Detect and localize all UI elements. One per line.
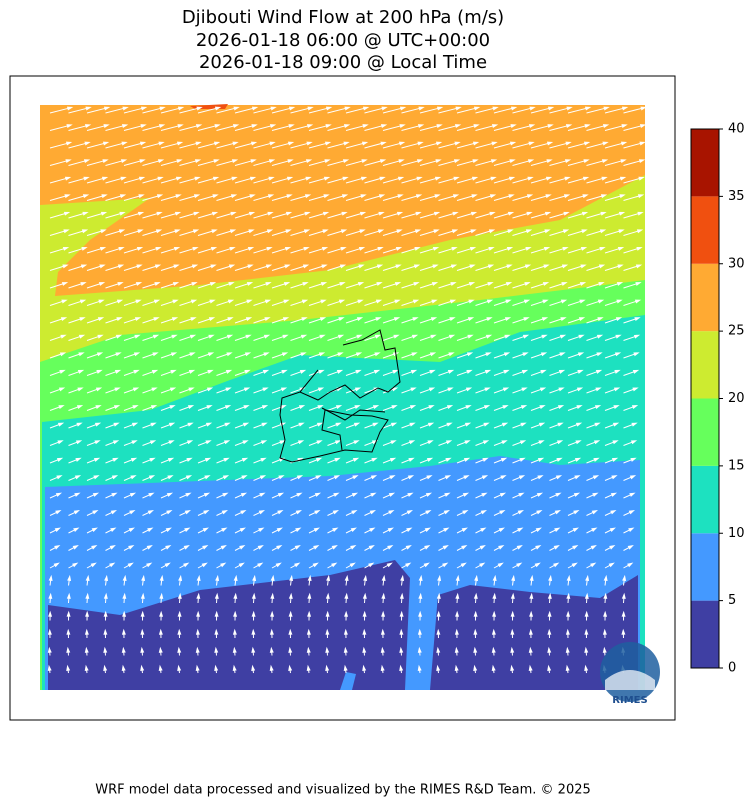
- colorbar-tick-label: 25: [728, 324, 745, 339]
- colorbar-tick-label: 35: [728, 189, 745, 204]
- colorbar-tick-label: 5: [728, 593, 736, 608]
- colorbar-tick-label: 15: [728, 458, 745, 473]
- colorbar-segment: [691, 466, 719, 533]
- colorbar-tick-label: 10: [728, 526, 745, 541]
- footer: WRF model data processed and visualized …: [95, 783, 591, 798]
- colorbar-tick-label: 40: [728, 122, 745, 137]
- colorbar-segment: [691, 196, 719, 263]
- band-30-35: [190, 104, 228, 109]
- colorbar-segment: [691, 129, 719, 196]
- logo-text: RIMES: [612, 695, 647, 706]
- colorbar: 0 5 10 15 20 25 30 35 40: [691, 122, 745, 676]
- colorbar-tick-label: 0: [728, 661, 736, 676]
- colorbar-tick-label: 30: [728, 256, 745, 271]
- colorbar-tick-label: 20: [728, 391, 745, 406]
- subtitle: 2026-01-18 09:00 @ Local Time: [199, 52, 487, 73]
- colorbar-segment: [691, 331, 719, 398]
- subtitle: 2026-01-18 06:00 @ UTC+00:00: [196, 30, 490, 51]
- colorbar-segment: [691, 533, 719, 600]
- title: Djibouti Wind Flow at 200 hPa (m/s): [182, 7, 504, 28]
- colorbar-segment: [691, 399, 719, 466]
- colorbar-segment: [691, 264, 719, 331]
- wind-field: [40, 104, 645, 690]
- colorbar-segment: [691, 601, 719, 668]
